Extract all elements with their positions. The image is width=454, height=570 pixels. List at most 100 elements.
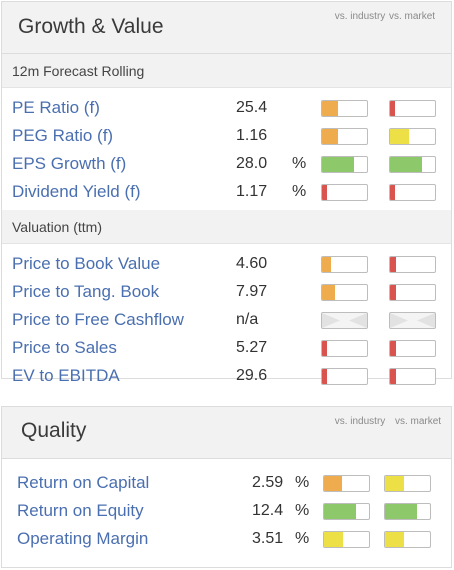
market-rating-bar: [384, 503, 431, 520]
section-heading: 12m Forecast Rolling: [2, 54, 451, 88]
metric-row: Return on Equity 12.4%: [2, 497, 451, 525]
rating-fill: [390, 185, 395, 200]
metric-value: 5.27: [236, 339, 268, 356]
rating-fill: [322, 101, 338, 116]
industry-rating-bar: [321, 312, 368, 329]
metric-value: 7.97: [236, 283, 268, 300]
metric-row: Price to Free Cashflow n/a: [2, 306, 451, 334]
rating-fill: [390, 341, 397, 356]
metric-row: EV to EBITDA 29.6: [2, 362, 451, 390]
panel-title: Quality: [21, 419, 87, 442]
market-rating-bar: [389, 284, 436, 301]
metric-row: EPS Growth (f) 28.0%: [2, 150, 451, 178]
metric-row: PEG Ratio (f) 1.16: [2, 122, 451, 150]
rating-fill: [324, 532, 343, 547]
not-available-icon: [322, 313, 367, 328]
rating-fill: [385, 532, 404, 547]
metric-value: 2.59: [252, 474, 284, 491]
quality-panel: Quality vs. industry vs. market Return o…: [1, 406, 452, 568]
metric-value: n/a: [236, 311, 259, 328]
metric-unit: %: [295, 502, 310, 519]
metric-value: 29.6: [236, 367, 268, 384]
metric-row: PE Ratio (f) 25.4: [2, 94, 451, 122]
metric-value: 1.16: [236, 127, 268, 144]
not-available-icon: [390, 313, 435, 328]
metric-value: 25.4: [236, 99, 268, 116]
market-rating-bar: [389, 340, 436, 357]
metric-link[interactable]: PE Ratio (f): [12, 98, 100, 117]
metric-link[interactable]: PEG Ratio (f): [12, 126, 114, 145]
metric-link[interactable]: Price to Sales: [12, 338, 117, 357]
vs-market-header: vs. market: [394, 416, 442, 427]
metric-link[interactable]: Return on Equity: [17, 501, 144, 520]
industry-rating-bar: [321, 284, 368, 301]
rating-fill: [390, 157, 422, 172]
rating-fill: [322, 257, 331, 272]
metric-link[interactable]: Return on Capital: [17, 473, 150, 492]
market-rating-bar: [389, 128, 436, 145]
metric-value: 28.0: [236, 155, 268, 172]
metric-value: 1.17: [236, 183, 268, 200]
metric-value: 12.4: [252, 502, 284, 519]
industry-rating-bar: [321, 156, 368, 173]
rating-fill: [322, 185, 327, 200]
metric-link[interactable]: Operating Margin: [17, 529, 149, 548]
industry-rating-bar: [321, 368, 368, 385]
rating-fill: [385, 476, 404, 491]
section-rows: Price to Book Value 4.60 Price to Tang. Bo…: [2, 244, 451, 394]
metric-row: Operating Margin 3.51%: [2, 525, 451, 553]
rating-fill: [324, 504, 357, 519]
metric-row: Return on Capital 2.59%: [2, 469, 451, 497]
market-rating-bar: [389, 184, 436, 201]
vs-industry-header: vs. industry: [334, 11, 386, 22]
industry-rating-bar: [321, 184, 368, 201]
metric-unit: %: [292, 183, 307, 200]
metric-unit: %: [292, 155, 307, 172]
market-rating-bar: [384, 475, 431, 492]
metric-link[interactable]: Price to Tang. Book: [12, 282, 160, 301]
industry-rating-bar: [323, 475, 370, 492]
growth-value-panel: Growth & Value vs. industry vs. market 1…: [1, 1, 452, 385]
quality-body: Return on Capital 2.59% Return on Equity 12…: [2, 459, 451, 553]
industry-rating-bar: [321, 100, 368, 117]
metric-row: Price to Book Value 4.60: [2, 250, 451, 278]
metric-link[interactable]: EPS Growth (f): [12, 154, 127, 173]
rating-fill: [385, 504, 418, 519]
industry-rating-bar: [321, 128, 368, 145]
metric-row: Price to Sales 5.27: [2, 334, 451, 362]
rating-fill: [324, 476, 342, 491]
section-heading: Valuation (ttm): [2, 210, 451, 244]
vs-market-header: vs. market: [388, 11, 436, 22]
metric-unit: %: [295, 474, 310, 491]
metric-link[interactable]: Dividend Yield (f): [12, 182, 141, 201]
section-rows: PE Ratio (f) 25.4 PEG Ratio (f) 1.16 EPS Gro…: [2, 88, 451, 210]
vs-industry-header: vs. industry: [334, 416, 386, 427]
metric-value: 4.60: [236, 255, 268, 272]
market-rating-bar: [389, 368, 436, 385]
metric-unit: %: [295, 530, 310, 547]
metric-link[interactable]: Price to Book Value: [12, 254, 161, 273]
industry-rating-bar: [321, 256, 368, 273]
rating-fill: [322, 341, 327, 356]
rating-fill: [390, 101, 396, 116]
market-rating-bar: [384, 531, 431, 548]
industry-rating-bar: [323, 531, 370, 548]
rating-fill: [390, 285, 397, 300]
metric-value: 3.51: [252, 530, 284, 547]
rating-fill: [322, 369, 327, 384]
metric-row: Price to Tang. Book 7.97: [2, 278, 451, 306]
quality-header: Quality vs. industry vs. market: [2, 407, 451, 459]
rating-fill: [390, 129, 409, 144]
rating-fill: [390, 257, 397, 272]
rating-fill: [322, 129, 338, 144]
metric-row: Dividend Yield (f) 1.17%: [2, 178, 451, 206]
market-rating-bar: [389, 312, 436, 329]
industry-rating-bar: [321, 340, 368, 357]
industry-rating-bar: [323, 503, 370, 520]
market-rating-bar: [389, 156, 436, 173]
rating-fill: [322, 157, 355, 172]
rating-fill: [322, 285, 335, 300]
metric-link[interactable]: EV to EBITDA: [12, 366, 120, 385]
growth-value-body: 12m Forecast Rolling PE Ratio (f) 25.4 PEG …: [2, 54, 451, 394]
metric-link[interactable]: Price to Free Cashflow: [12, 310, 184, 329]
